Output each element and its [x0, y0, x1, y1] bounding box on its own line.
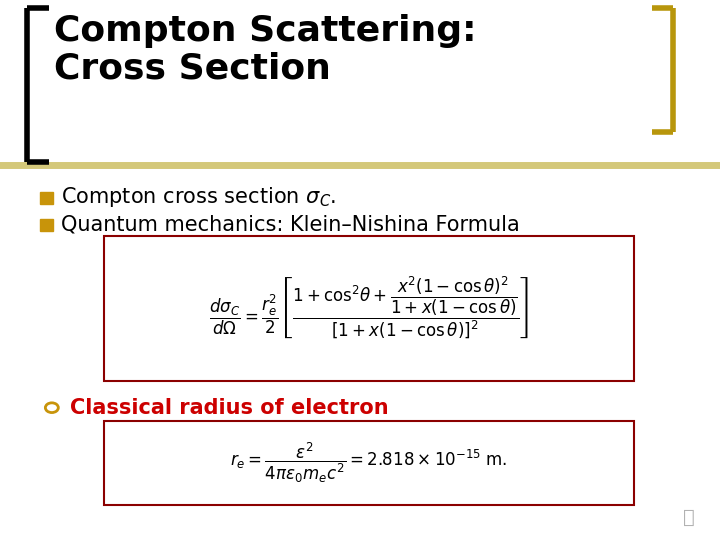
Text: 🔊: 🔊	[683, 508, 695, 527]
Bar	[104, 236, 634, 381]
Bar	[104, 421, 634, 505]
Bar	[40, 219, 53, 231]
Bar	[40, 192, 53, 204]
Text: Classical radius of electron: Classical radius of electron	[70, 397, 389, 418]
Text: Quantum mechanics: Klein–Nishina Formula: Quantum mechanics: Klein–Nishina Formula	[61, 214, 520, 234]
Text: Compton Scattering:
Cross Section: Compton Scattering: Cross Section	[54, 14, 477, 85]
Text: $r_e = \dfrac{\epsilon^2}{4\pi\epsilon_0 m_e c^2} = 2.818 \times 10^{-15}$ m.: $r_e = \dfrac{\epsilon^2}{4\pi\epsilon_0…	[230, 441, 508, 485]
Text: $\dfrac{d\sigma_C}{d\Omega} = \dfrac{r_e^2}{2} \left[ \dfrac{1 + \cos^2\!\theta : $\dfrac{d\sigma_C}{d\Omega} = \dfrac{r_e…	[209, 275, 529, 341]
Text: Compton cross section $\sigma_C$.: Compton cross section $\sigma_C$.	[61, 185, 336, 209]
